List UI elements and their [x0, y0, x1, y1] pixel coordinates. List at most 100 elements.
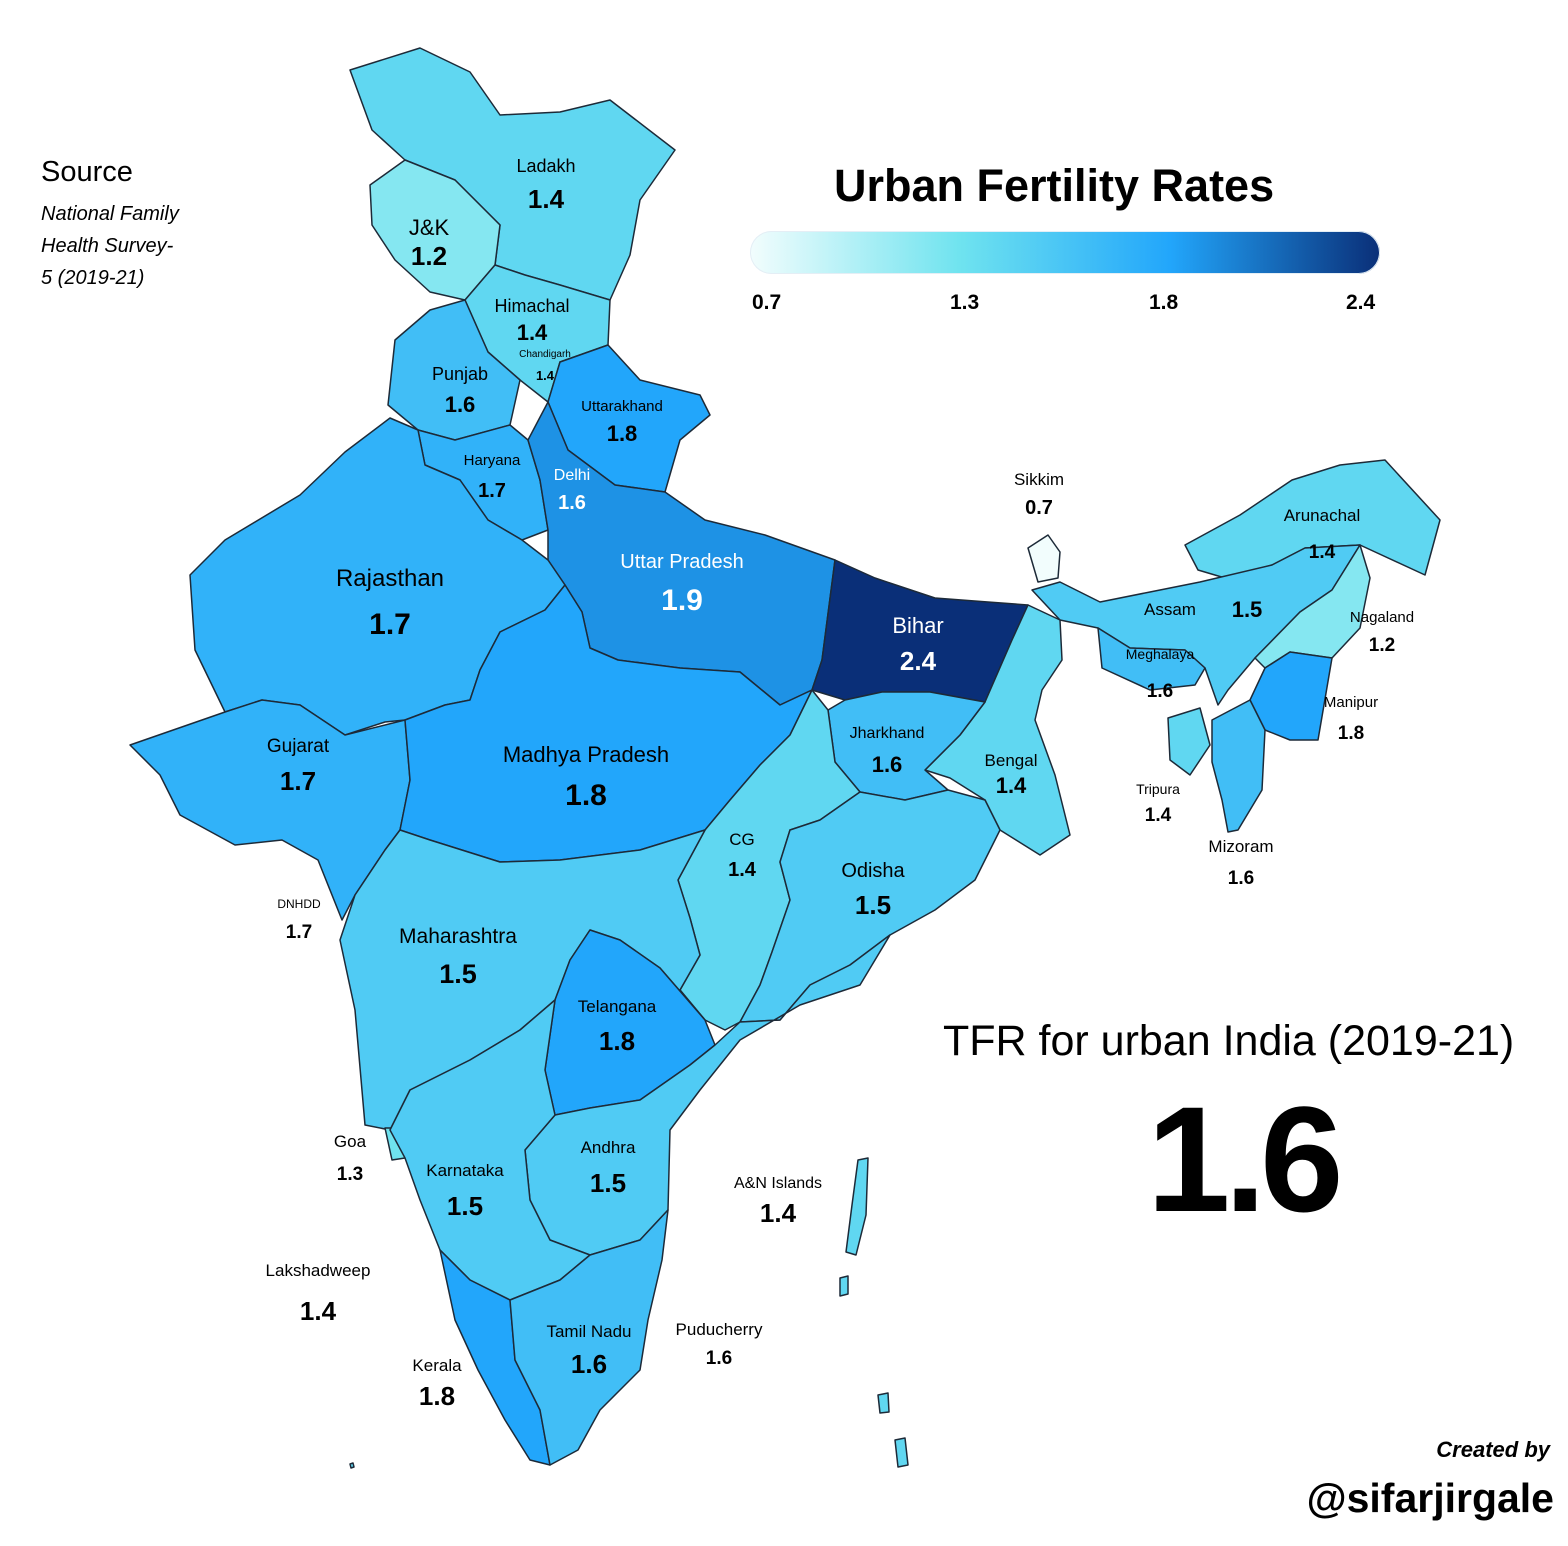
region-value-dnhdd: 1.7 — [286, 922, 312, 943]
legend-color-bar — [750, 231, 1380, 274]
region-value-goa: 1.3 — [337, 1164, 363, 1185]
region-name-kerala: Kerala — [412, 1356, 462, 1375]
national-tfr-label: TFR for urban India (2019-21) — [943, 1017, 1515, 1065]
region-name-jk: J&K — [409, 215, 450, 240]
region-name-sikkim: Sikkim — [1014, 470, 1064, 489]
region-value-chandigarh: 1.4 — [536, 368, 555, 383]
region-name-uttarakhand: Uttarakhand — [581, 398, 663, 415]
region-value-ladakh: 1.4 — [528, 184, 565, 214]
region-value-meghalaya: 1.6 — [1147, 681, 1173, 702]
region-tripura — [1167, 707, 1211, 776]
region-an-islands — [894, 1437, 909, 1468]
region-value-odisha: 1.5 — [855, 890, 891, 920]
region-name-up: Uttar Pradesh — [620, 551, 743, 573]
region-value-bihar: 2.4 — [900, 646, 937, 676]
region-value-rajasthan: 1.7 — [369, 608, 411, 641]
region-value-jk: 1.2 — [411, 241, 447, 271]
region-value-telangana: 1.8 — [599, 1026, 635, 1056]
region-value-delhi: 1.6 — [558, 492, 586, 514]
region-value-maharashtra: 1.5 — [439, 959, 477, 989]
region-name-andhra: Andhra — [581, 1138, 636, 1157]
region-labels: Ladakh1.4J&K1.2Himachal1.4Chandigarh1.4P… — [266, 156, 1415, 1411]
region-name-dnhdd: DNHDD — [277, 897, 321, 911]
region-value-gujarat: 1.7 — [280, 766, 316, 796]
created-by-label: Created by — [1436, 1437, 1550, 1462]
region-value-tripura: 1.4 — [1145, 805, 1172, 826]
region-name-ladakh: Ladakh — [516, 156, 575, 176]
region-name-assam: Assam — [1144, 600, 1196, 619]
region-value-punjab: 1.6 — [445, 392, 476, 417]
region-name-himachal: Himachal — [494, 296, 569, 316]
region-name-rajasthan: Rajasthan — [336, 565, 444, 592]
source-heading: Source — [41, 156, 133, 188]
region-name-manipur: Manipur — [1324, 694, 1378, 711]
region-value-up: 1.9 — [661, 584, 703, 617]
source-line: National Family — [41, 203, 179, 225]
region-name-haryana: Haryana — [464, 452, 521, 469]
region-an-islands — [839, 1275, 849, 1297]
region-nagaland — [1254, 544, 1371, 669]
region-value-assam: 1.5 — [1232, 597, 1263, 622]
region-name-punjab: Punjab — [432, 364, 488, 384]
region-name-jharkhand: Jharkhand — [850, 725, 925, 742]
region-value-mp: 1.8 — [565, 779, 607, 812]
region-name-cg: CG — [729, 830, 755, 849]
region-value-mizoram: 1.6 — [1228, 868, 1254, 889]
region-name-gujarat: Gujarat — [267, 736, 330, 757]
region-name-an-islands: A&N Islands — [734, 1175, 822, 1192]
region-value-jharkhand: 1.6 — [872, 752, 903, 777]
region-name-odisha: Odisha — [841, 860, 905, 882]
region-name-mizoram: Mizoram — [1208, 837, 1273, 856]
region-name-meghalaya: Meghalaya — [1126, 646, 1195, 662]
region-name-maharashtra: Maharashtra — [399, 925, 517, 948]
region-value-tamilnadu: 1.6 — [571, 1349, 607, 1379]
region-mizoram — [1211, 699, 1266, 833]
national-tfr-value: 1.6 — [1147, 1075, 1344, 1243]
region-an-islands — [877, 1392, 890, 1414]
legend-tick: 0.7 — [752, 291, 782, 314]
author-handle: @sifarjirgale — [1306, 1475, 1554, 1521]
region-lakshadweep — [349, 1462, 355, 1469]
region-name-karnataka: Karnataka — [426, 1161, 504, 1180]
region-value-arunachal: 1.4 — [1309, 542, 1336, 563]
region-name-tamilnadu: Tamil Nadu — [546, 1322, 631, 1341]
region-value-kerala: 1.8 — [419, 1381, 455, 1411]
region-value-puducherry: 1.6 — [706, 1348, 732, 1369]
region-name-lakshadweep: Lakshadweep — [266, 1261, 371, 1280]
map-title: Urban Fertility Rates — [834, 160, 1275, 211]
region-value-himachal: 1.4 — [517, 320, 548, 345]
region-name-telangana: Telangana — [578, 997, 657, 1016]
region-value-lakshadweep: 1.4 — [300, 1296, 337, 1326]
region-value-bengal: 1.4 — [996, 773, 1027, 798]
region-value-andhra: 1.5 — [590, 1168, 626, 1198]
region-value-haryana: 1.7 — [478, 480, 506, 502]
region-value-sikkim: 0.7 — [1025, 497, 1053, 519]
region-punjab — [387, 299, 521, 441]
legend-tick: 1.8 — [1149, 291, 1179, 314]
region-value-karnataka: 1.5 — [447, 1191, 483, 1221]
legend-tick: 1.3 — [950, 291, 980, 314]
region-name-puducherry: Puducherry — [676, 1320, 763, 1339]
region-karnataka — [389, 999, 591, 1301]
region-name-goa: Goa — [334, 1132, 367, 1151]
region-name-arunachal: Arunachal — [1284, 506, 1361, 525]
region-shapes — [129, 47, 1441, 1469]
region-value-manipur: 1.8 — [1338, 723, 1364, 744]
region-name-bengal: Bengal — [985, 751, 1038, 770]
region-meghalaya — [1097, 627, 1206, 691]
region-value-cg: 1.4 — [728, 859, 757, 881]
region-value-uttarakhand: 1.8 — [607, 421, 638, 446]
legend-tick: 2.4 — [1346, 291, 1376, 314]
region-name-bihar: Bihar — [892, 613, 943, 638]
region-name-mp: Madhya Pradesh — [503, 742, 669, 767]
region-sikkim — [1027, 534, 1061, 583]
region-value-an-islands: 1.4 — [760, 1198, 797, 1228]
region-value-nagaland: 1.2 — [1369, 635, 1395, 656]
source-line: 5 (2019-21) — [41, 267, 145, 289]
region-name-tripura: Tripura — [1136, 781, 1180, 797]
region-name-nagaland: Nagaland — [1350, 609, 1414, 626]
region-tamilnadu — [509, 1209, 669, 1466]
region-name-chandigarh: Chandigarh — [519, 349, 571, 360]
region-name-delhi: Delhi — [554, 467, 590, 484]
